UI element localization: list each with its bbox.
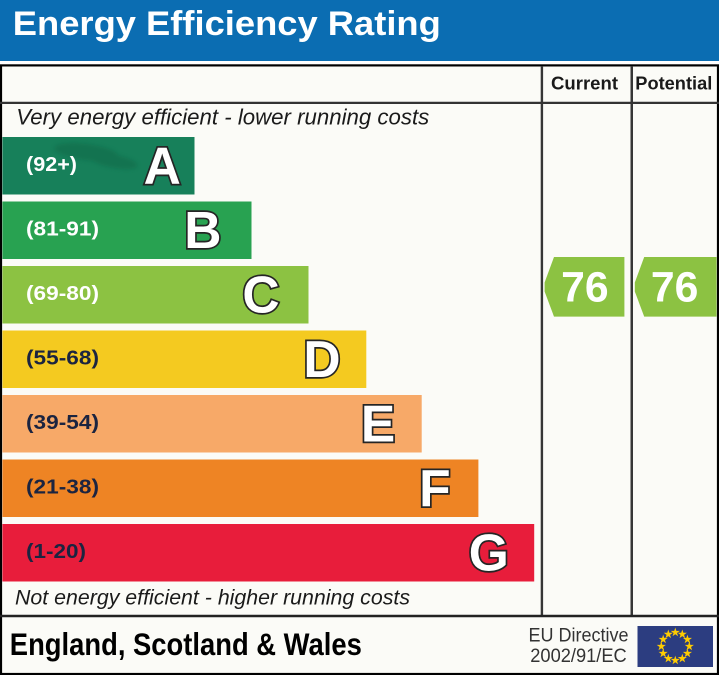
svg-text:2002/91/EC: 2002/91/EC (530, 646, 627, 667)
svg-text:(55-68): (55-68) (26, 347, 99, 369)
svg-text:C: C (242, 266, 279, 324)
svg-text:76: 76 (651, 264, 699, 311)
svg-text:F: F (419, 459, 450, 517)
svg-text:(92+): (92+) (26, 154, 77, 176)
svg-text:(1-20): (1-20) (26, 541, 86, 563)
svg-text:Very energy efficient - lower: Very energy efficient - lower running co… (16, 105, 429, 130)
svg-text:G: G (469, 524, 509, 582)
svg-text:England, Scotland & Wales: England, Scotland & Wales (10, 626, 362, 662)
svg-text:(21-38): (21-38) (26, 476, 99, 498)
svg-text:Energy Efficiency Rating: Energy Efficiency Rating (13, 5, 441, 43)
svg-text:E: E (361, 395, 395, 453)
svg-text:EU Directive: EU Directive (529, 626, 629, 647)
svg-text:(81-91): (81-91) (26, 218, 99, 240)
svg-text:(39-54): (39-54) (26, 412, 99, 434)
svg-text:Potential: Potential (635, 73, 712, 94)
svg-text:Current: Current (551, 73, 618, 94)
svg-text:B: B (184, 201, 221, 259)
svg-text:Not energy efficient - higher: Not energy efficient - higher running co… (15, 586, 410, 609)
svg-text:(69-80): (69-80) (26, 283, 99, 305)
svg-text:A: A (144, 137, 181, 195)
svg-text:D: D (303, 330, 340, 388)
svg-text:76: 76 (561, 264, 609, 311)
